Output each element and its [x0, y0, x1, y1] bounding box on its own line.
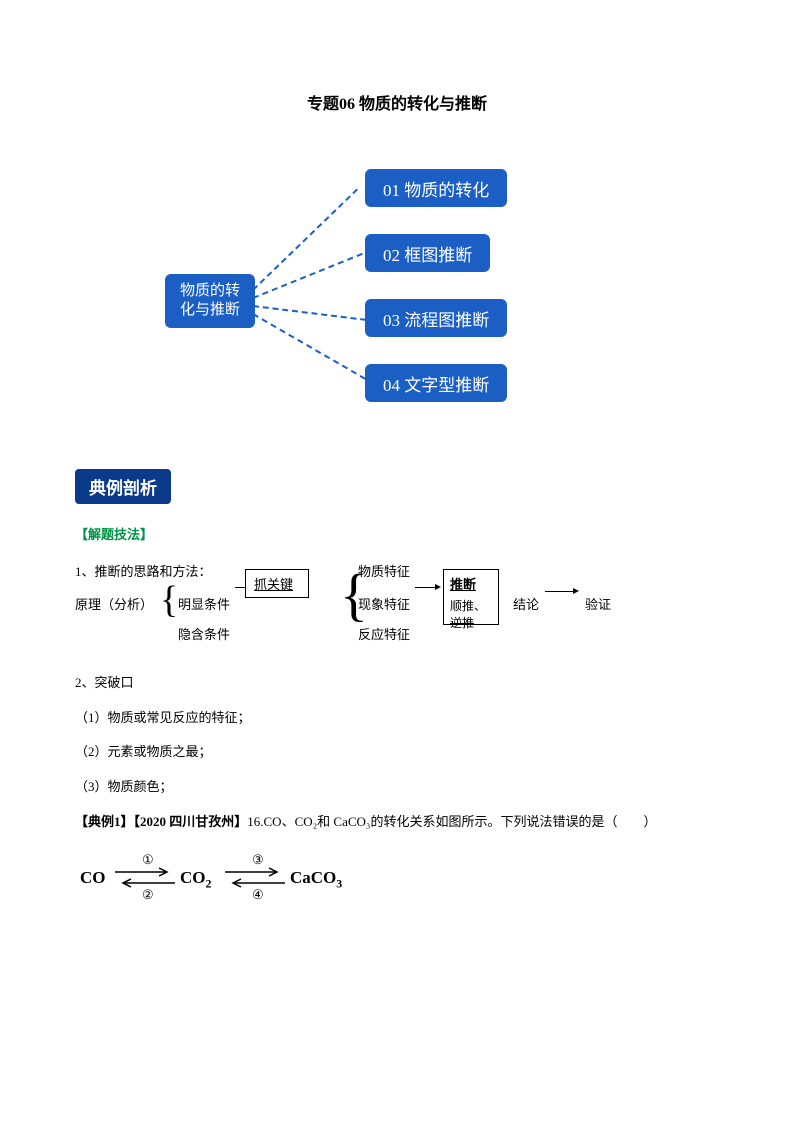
tree-child-1: 01 物质的转化	[365, 169, 507, 207]
flow-intro: 1、推断的思路和方法：	[75, 561, 212, 580]
deduce-box: 推断 顺推、 逆推	[443, 569, 499, 625]
point-2-2: （2）元素或物质之最；	[75, 738, 719, 767]
arrow-3	[545, 591, 573, 592]
tree-root-label: 物质的转 化与推断	[180, 282, 240, 321]
chem-co: CO	[80, 868, 106, 888]
deduce-text: 推断	[450, 574, 492, 593]
cond-explicit: 明显条件	[178, 594, 230, 613]
chem-n1: ①	[142, 852, 154, 868]
example-header: 【典例1】【2020 四川甘孜州】16.CO、CO₂和 CaCO₃的转化关系如图…	[75, 811, 719, 830]
grab-key-box: 抓关键	[245, 569, 309, 598]
chem-n4: ④	[252, 887, 264, 903]
arrow-3-head	[573, 588, 579, 594]
tree-child-2: 02 框图推断	[365, 234, 490, 272]
feat-phenom: 现象特征	[358, 594, 410, 613]
flow-diagram: 1、推断的思路和方法： 原理（分析） { 明显条件 隐含条件 抓关键 { 物质特…	[75, 561, 719, 651]
brace-1: {	[160, 581, 178, 619]
arrow-2	[415, 587, 435, 588]
connector-3	[253, 305, 366, 321]
connector-2	[253, 253, 363, 299]
page-title: 专题06 物质的转化与推断	[75, 90, 719, 114]
feat-material: 物质特征	[358, 561, 410, 580]
example-text: 16.CO、CO₂和 CaCO₃的转化关系如图所示。下列说法错误的是（ ）	[247, 814, 656, 829]
example-label: 【典例1】【2020 四川甘孜州】	[75, 814, 247, 829]
chem-diagram: CO ① ② CO2 ③ ④ CaCO3	[80, 850, 719, 910]
point-2: 2、突破口	[75, 669, 719, 698]
conclusion: 结论	[513, 594, 539, 613]
feat-reaction: 反应特征	[358, 624, 410, 643]
chem-n2: ②	[142, 887, 154, 903]
tree-child-4: 04 文字型推断	[365, 364, 507, 402]
arrow-r1	[115, 867, 175, 877]
forward-text: 顺推、	[450, 597, 492, 614]
verify: 验证	[585, 594, 611, 613]
tree-root: 物质的转 化与推断	[165, 274, 255, 328]
technique-label: 【解题技法】	[75, 524, 719, 543]
connector-4	[253, 313, 375, 385]
flow-principle: 原理（分析）	[75, 594, 153, 613]
arrow-2-head	[435, 584, 441, 590]
chem-caco3: CaCO3	[290, 868, 342, 891]
point-2-3: （3）物质颜色；	[75, 773, 719, 802]
grab-key-text: 抓关键	[254, 577, 293, 592]
tree-child-3: 03 流程图推断	[365, 299, 507, 337]
chem-n3: ③	[252, 852, 264, 868]
tree-diagram: 物质的转 化与推断 01 物质的转化 02 框图推断 03 流程图推断 04 文…	[165, 159, 719, 409]
backward-text: 逆推	[450, 614, 492, 631]
arrow-r2	[225, 867, 285, 877]
point-2-1: （1）物质或常见反应的特征；	[75, 704, 719, 733]
chem-co2: CO2	[180, 868, 211, 891]
cond-implicit: 隐含条件	[178, 624, 230, 643]
section-badge: 典例剖析	[75, 469, 171, 504]
